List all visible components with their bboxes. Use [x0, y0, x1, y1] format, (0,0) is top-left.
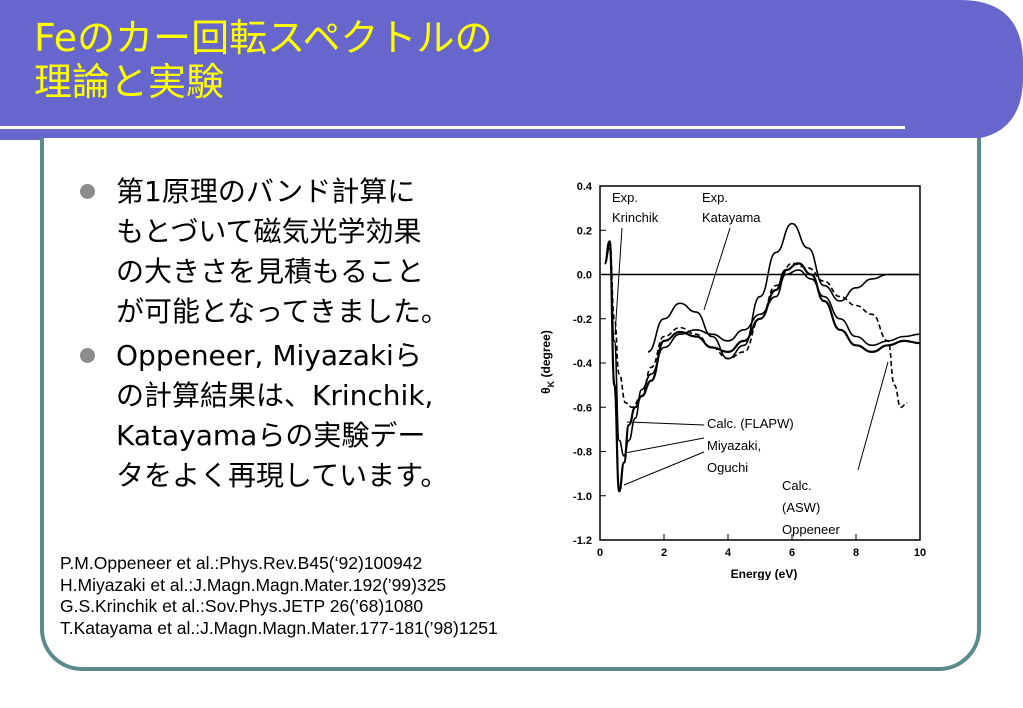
y-tick-label: -1.2	[573, 535, 592, 547]
x-tick-label: 4	[725, 547, 732, 559]
annotation-calc-asw: (ASW)	[782, 500, 820, 515]
x-tick-label: 10	[914, 547, 926, 559]
annotation-calc-flapw: Oguchi	[707, 460, 748, 475]
annotation-calc-asw: Oppeneer	[782, 522, 840, 537]
bullet-line: タをよく再現しています。	[116, 459, 449, 492]
series-line-1	[604, 247, 921, 457]
y-tick-label: -0.2	[573, 314, 592, 326]
bullet-line: Oppeneer, Miyazakiら	[116, 339, 422, 372]
x-tick-label: 2	[661, 547, 667, 559]
x-tick-label: 8	[853, 547, 859, 559]
y-tick-label: -0.4	[573, 358, 593, 370]
annotation-exp-krinchik: Krinchik	[612, 210, 659, 225]
y-tick-label: -0.6	[573, 402, 592, 414]
annotation-exp-katayama: Katayama	[702, 210, 761, 225]
plot-frame	[599, 185, 921, 541]
leader-line	[624, 437, 705, 454]
chart-ylabel: θK (degree)	[539, 330, 556, 394]
y-tick-label: 0.0	[577, 270, 592, 282]
annotation-exp-katayama: Exp.	[702, 190, 728, 205]
kerr-spectrum-chart: 0.4 0.2 0.0 -0.2 -0.4 -0.6 -0.8 -1.0 -1.2 0 2 4 6 8 10…	[532, 170, 952, 581]
bullet-line: の計算結果は、Krinchik,	[116, 379, 434, 412]
bullet-line: Katayamaらの実験デー	[116, 419, 426, 452]
title-background	[0, 0, 1023, 140]
bullet-list: 第1原理のバンド計算に もとづいて磁気光学効果 の大きさを見積もること が可能と…	[76, 172, 516, 500]
series-line-3	[647, 222, 920, 360]
x-tick-label: 0	[597, 547, 603, 559]
bullet-line: の大きさを見積もること	[116, 255, 425, 288]
bullet-line: が可能となってきました。	[116, 295, 449, 328]
y-tick-label: 0.4	[577, 181, 593, 193]
y-tick-label: 0.2	[577, 225, 592, 237]
leader-line	[623, 451, 705, 486]
annotation-exp-krinchik: Exp.	[612, 190, 638, 205]
chart-xlabel: Energy (eV)	[731, 567, 798, 580]
title-line-1: Feのカー回転スペクトルの	[34, 16, 493, 60]
bullet-line: 第1原理のバンド計算に	[116, 175, 416, 208]
ylabel-main: θ	[539, 387, 553, 394]
annotation-calc-flapw: Calc. (FLAPW)	[707, 416, 794, 431]
bullet-line: もとづいて磁気光学効果	[116, 215, 422, 248]
references: P.M.Oppeneer et al.:Phys.Rev.B45(‘92)100…	[60, 553, 498, 639]
ylabel-unit: (degree)	[539, 330, 553, 377]
bullet-dot-icon	[80, 348, 95, 363]
leader-line	[857, 361, 889, 471]
leader-line	[614, 227, 623, 336]
bullet-dot-icon	[80, 184, 95, 199]
title-line-2: 理論と実験	[34, 60, 225, 104]
bullet-item-2: Oppeneer, Miyazakiら の計算結果は、Krinchik, Kat…	[76, 336, 516, 496]
reference-item: G.S.Krinchik et al.:Sov.Phys.JETP 26(’68…	[60, 596, 424, 616]
ylabel-sub: K	[546, 380, 556, 387]
slide-title: Feのカー回転スペクトルの 理論と実験	[34, 16, 493, 104]
title-underline	[0, 126, 905, 129]
leader-line	[703, 227, 731, 311]
bullet-item-1: 第1原理のバンド計算に もとづいて磁気光学効果 の大きさを見積もること が可能と…	[76, 172, 516, 332]
annotation-calc-flapw: Miyazaki,	[707, 438, 761, 453]
x-tick-label: 6	[789, 547, 795, 559]
y-tick-label: -1.0	[573, 491, 592, 503]
reference-item: H.Miyazaki et al.:J.Magn.Magn.Mater.192(…	[60, 574, 447, 595]
y-tick-label: -0.8	[573, 447, 592, 459]
reference-item: T.Katayama et al.:J.Magn.Magn.Mater.177-…	[60, 617, 498, 638]
annotation-calc-asw: Calc.	[782, 478, 812, 493]
leader-line	[626, 421, 705, 426]
series-line-4	[604, 240, 908, 409]
reference-item: P.M.Oppeneer et al.:Phys.Rev.B45(‘92)100…	[60, 553, 423, 573]
title-bar: Feのカー回転スペクトルの 理論と実験	[0, 0, 1023, 140]
